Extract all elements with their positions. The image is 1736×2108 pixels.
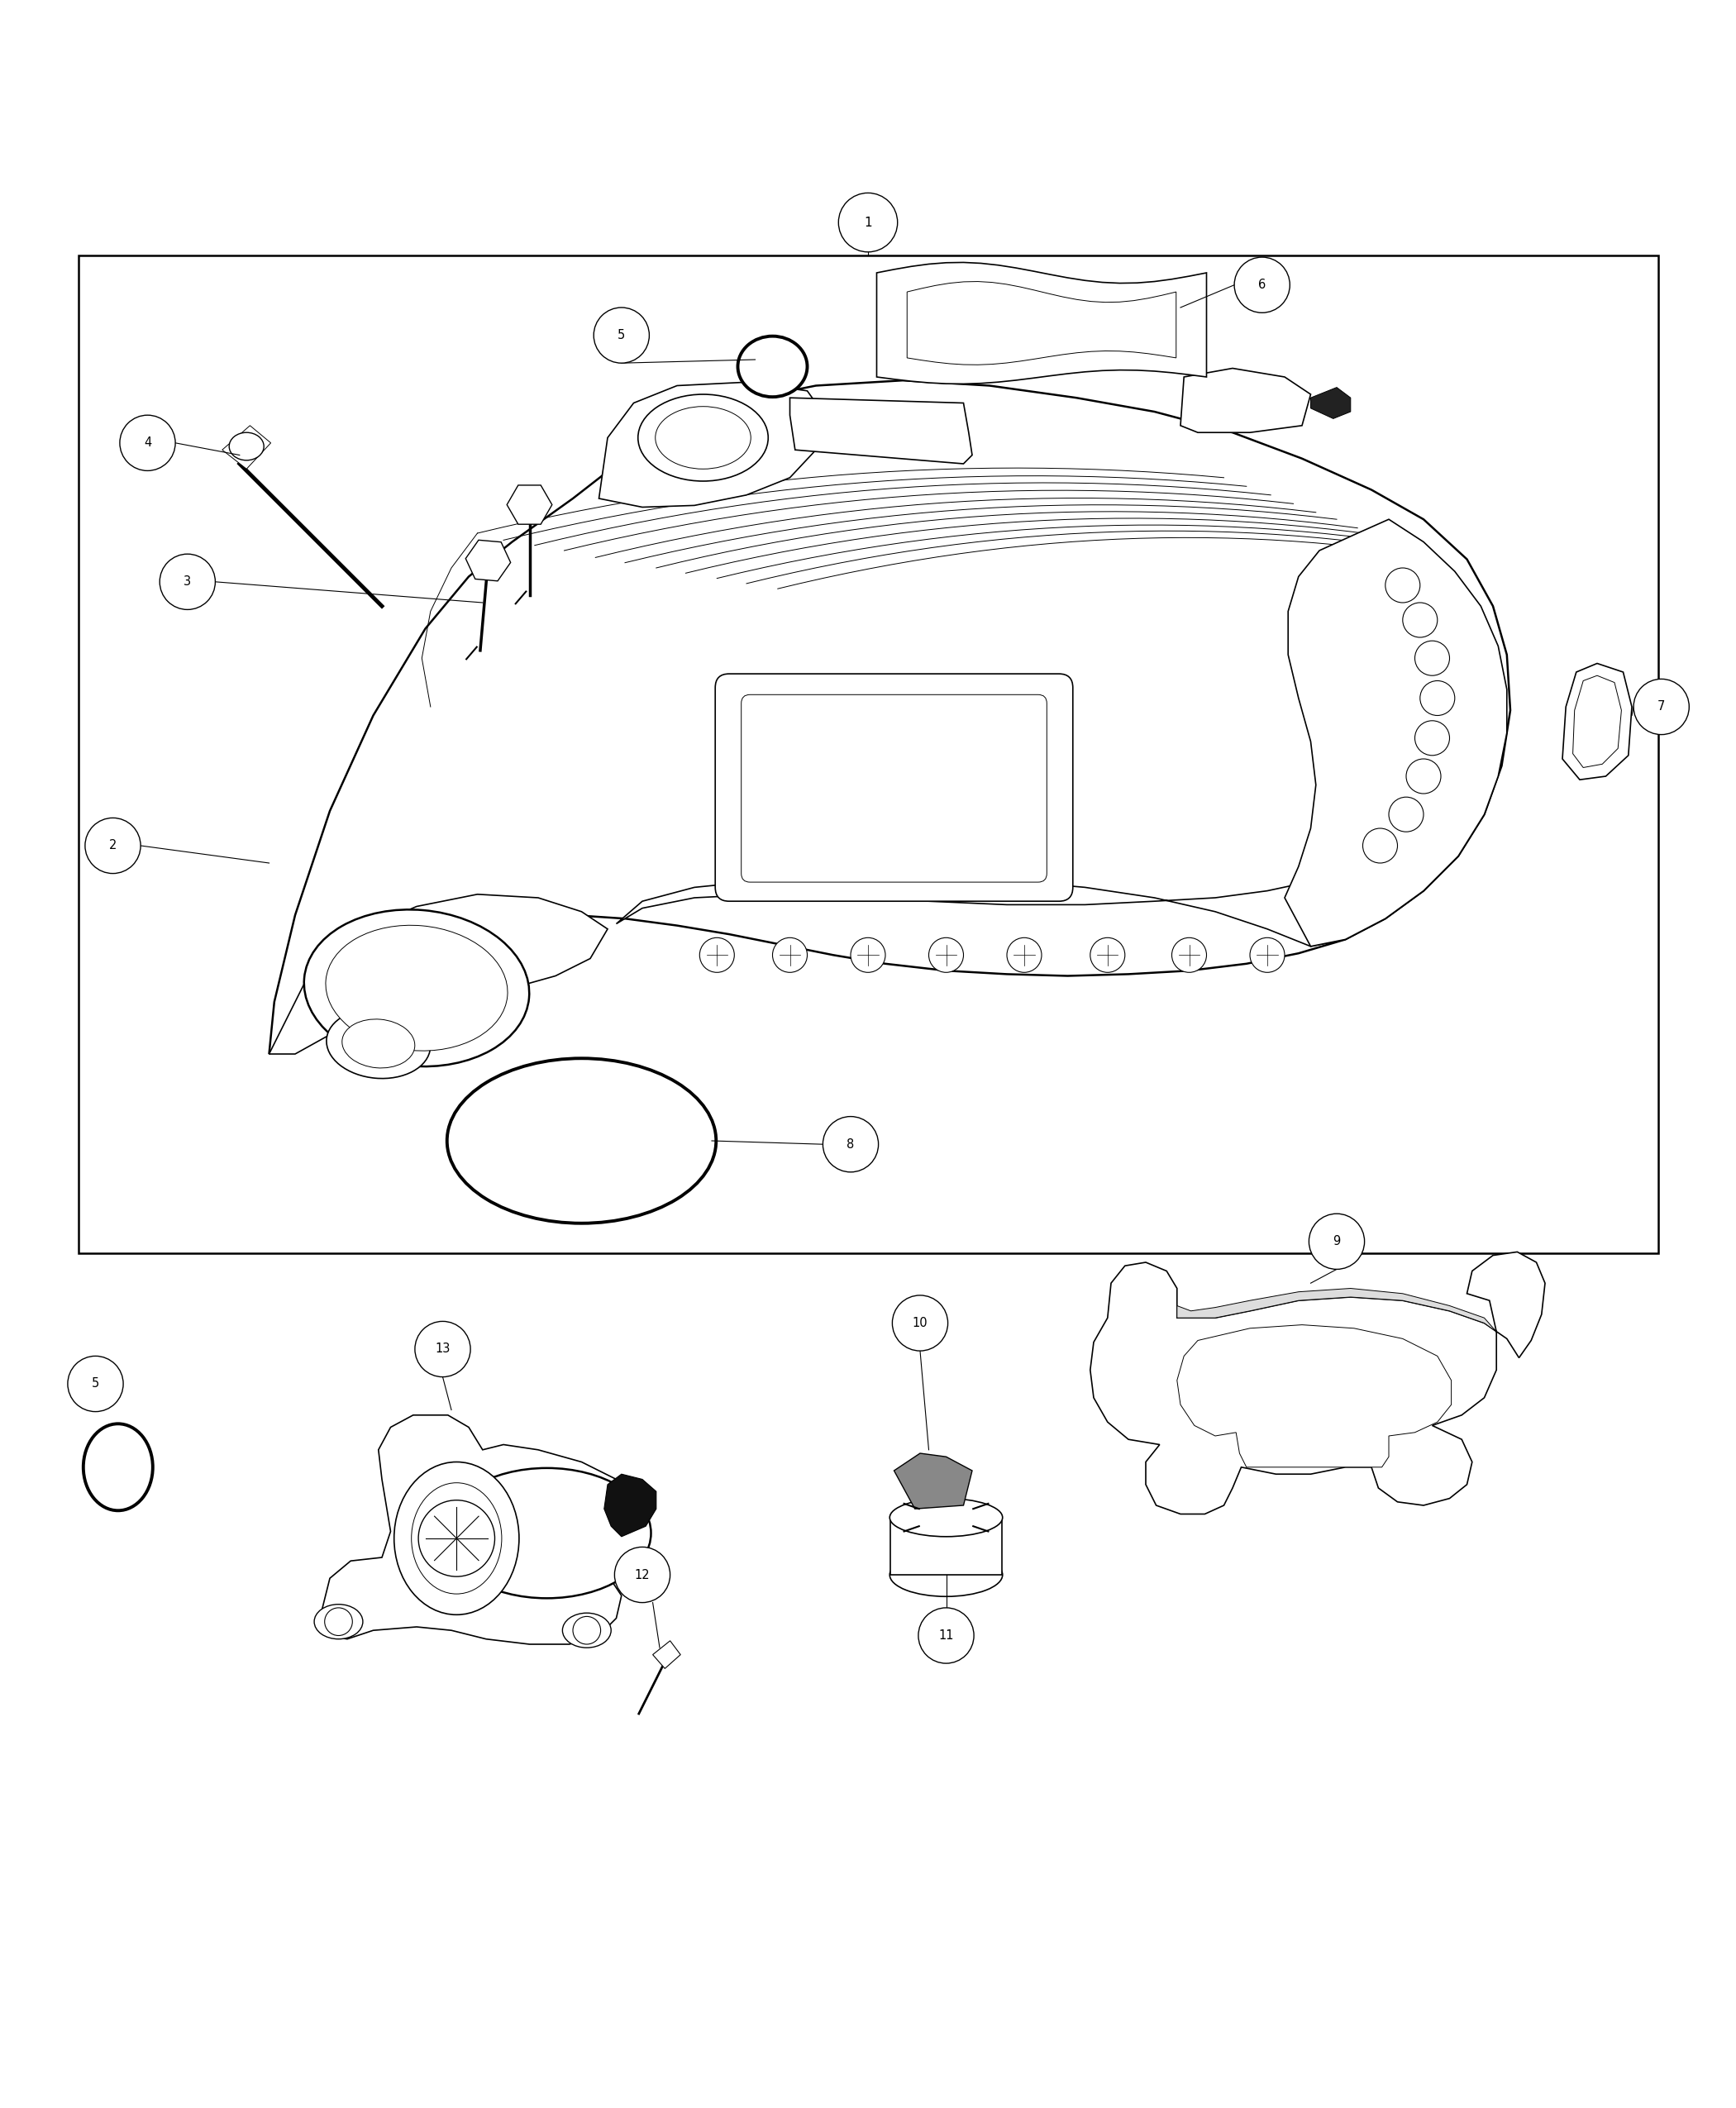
FancyBboxPatch shape xyxy=(741,696,1047,881)
Text: 3: 3 xyxy=(184,575,191,588)
Circle shape xyxy=(1420,681,1455,715)
Circle shape xyxy=(1406,759,1441,793)
Polygon shape xyxy=(507,485,552,525)
Polygon shape xyxy=(1177,1288,1496,1332)
Circle shape xyxy=(838,194,898,253)
Polygon shape xyxy=(616,807,1484,946)
Polygon shape xyxy=(1090,1252,1545,1514)
Bar xyxy=(78,255,1658,1254)
Text: 7: 7 xyxy=(1658,700,1665,713)
Polygon shape xyxy=(1573,675,1621,767)
Polygon shape xyxy=(599,382,825,508)
Ellipse shape xyxy=(562,1613,611,1648)
Ellipse shape xyxy=(229,432,264,460)
Polygon shape xyxy=(790,398,972,464)
Circle shape xyxy=(700,938,734,972)
Polygon shape xyxy=(1562,664,1632,780)
Ellipse shape xyxy=(304,909,529,1067)
Circle shape xyxy=(1234,257,1290,312)
Ellipse shape xyxy=(411,1482,502,1594)
Ellipse shape xyxy=(314,1604,363,1640)
Polygon shape xyxy=(1177,1324,1451,1467)
Circle shape xyxy=(85,818,141,873)
Circle shape xyxy=(1172,938,1207,972)
Text: 5: 5 xyxy=(92,1379,99,1389)
Polygon shape xyxy=(653,1640,681,1670)
Text: 13: 13 xyxy=(436,1343,450,1355)
Polygon shape xyxy=(906,282,1177,365)
Text: 2: 2 xyxy=(109,839,116,852)
Circle shape xyxy=(1363,828,1397,862)
Circle shape xyxy=(1007,938,1042,972)
Text: 12: 12 xyxy=(635,1568,649,1581)
Circle shape xyxy=(773,938,807,972)
Circle shape xyxy=(1415,721,1450,755)
Ellipse shape xyxy=(443,1467,651,1598)
Circle shape xyxy=(418,1501,495,1577)
Circle shape xyxy=(415,1322,470,1377)
Ellipse shape xyxy=(889,1499,1003,1537)
Circle shape xyxy=(1403,603,1437,637)
Polygon shape xyxy=(465,540,510,582)
Circle shape xyxy=(1250,938,1285,972)
Circle shape xyxy=(1309,1214,1364,1269)
Text: 9: 9 xyxy=(1333,1235,1340,1248)
Text: 4: 4 xyxy=(144,436,151,449)
Ellipse shape xyxy=(656,407,750,468)
Circle shape xyxy=(594,308,649,363)
Polygon shape xyxy=(1180,369,1311,432)
Polygon shape xyxy=(1285,519,1507,946)
Circle shape xyxy=(1389,797,1424,833)
Text: 10: 10 xyxy=(913,1318,927,1330)
Circle shape xyxy=(851,938,885,972)
Polygon shape xyxy=(604,1473,656,1537)
Polygon shape xyxy=(321,1414,628,1644)
Circle shape xyxy=(929,938,963,972)
Polygon shape xyxy=(891,1518,1002,1575)
Circle shape xyxy=(1415,641,1450,675)
Text: 8: 8 xyxy=(847,1138,854,1151)
FancyBboxPatch shape xyxy=(715,675,1073,902)
Circle shape xyxy=(918,1608,974,1663)
Polygon shape xyxy=(894,1452,972,1509)
Ellipse shape xyxy=(639,394,767,481)
Polygon shape xyxy=(1311,388,1351,419)
Ellipse shape xyxy=(738,335,807,396)
Ellipse shape xyxy=(342,1018,415,1069)
Circle shape xyxy=(1634,679,1689,734)
Text: 6: 6 xyxy=(1259,278,1266,291)
Circle shape xyxy=(573,1617,601,1644)
Circle shape xyxy=(892,1294,948,1351)
Ellipse shape xyxy=(326,925,507,1050)
Text: 1: 1 xyxy=(865,217,871,228)
Text: 11: 11 xyxy=(939,1629,953,1642)
Circle shape xyxy=(615,1547,670,1602)
Text: 5: 5 xyxy=(618,329,625,341)
Circle shape xyxy=(823,1117,878,1172)
Polygon shape xyxy=(269,379,1510,1054)
Polygon shape xyxy=(269,894,608,1054)
Ellipse shape xyxy=(394,1463,519,1615)
Circle shape xyxy=(1385,567,1420,603)
Polygon shape xyxy=(222,426,271,468)
Ellipse shape xyxy=(448,1058,715,1223)
Circle shape xyxy=(325,1608,352,1636)
Ellipse shape xyxy=(326,1010,431,1079)
Circle shape xyxy=(68,1355,123,1412)
Ellipse shape xyxy=(889,1554,1003,1596)
Ellipse shape xyxy=(83,1423,153,1511)
Circle shape xyxy=(1090,938,1125,972)
Polygon shape xyxy=(877,261,1207,384)
Circle shape xyxy=(120,415,175,470)
Circle shape xyxy=(160,554,215,609)
